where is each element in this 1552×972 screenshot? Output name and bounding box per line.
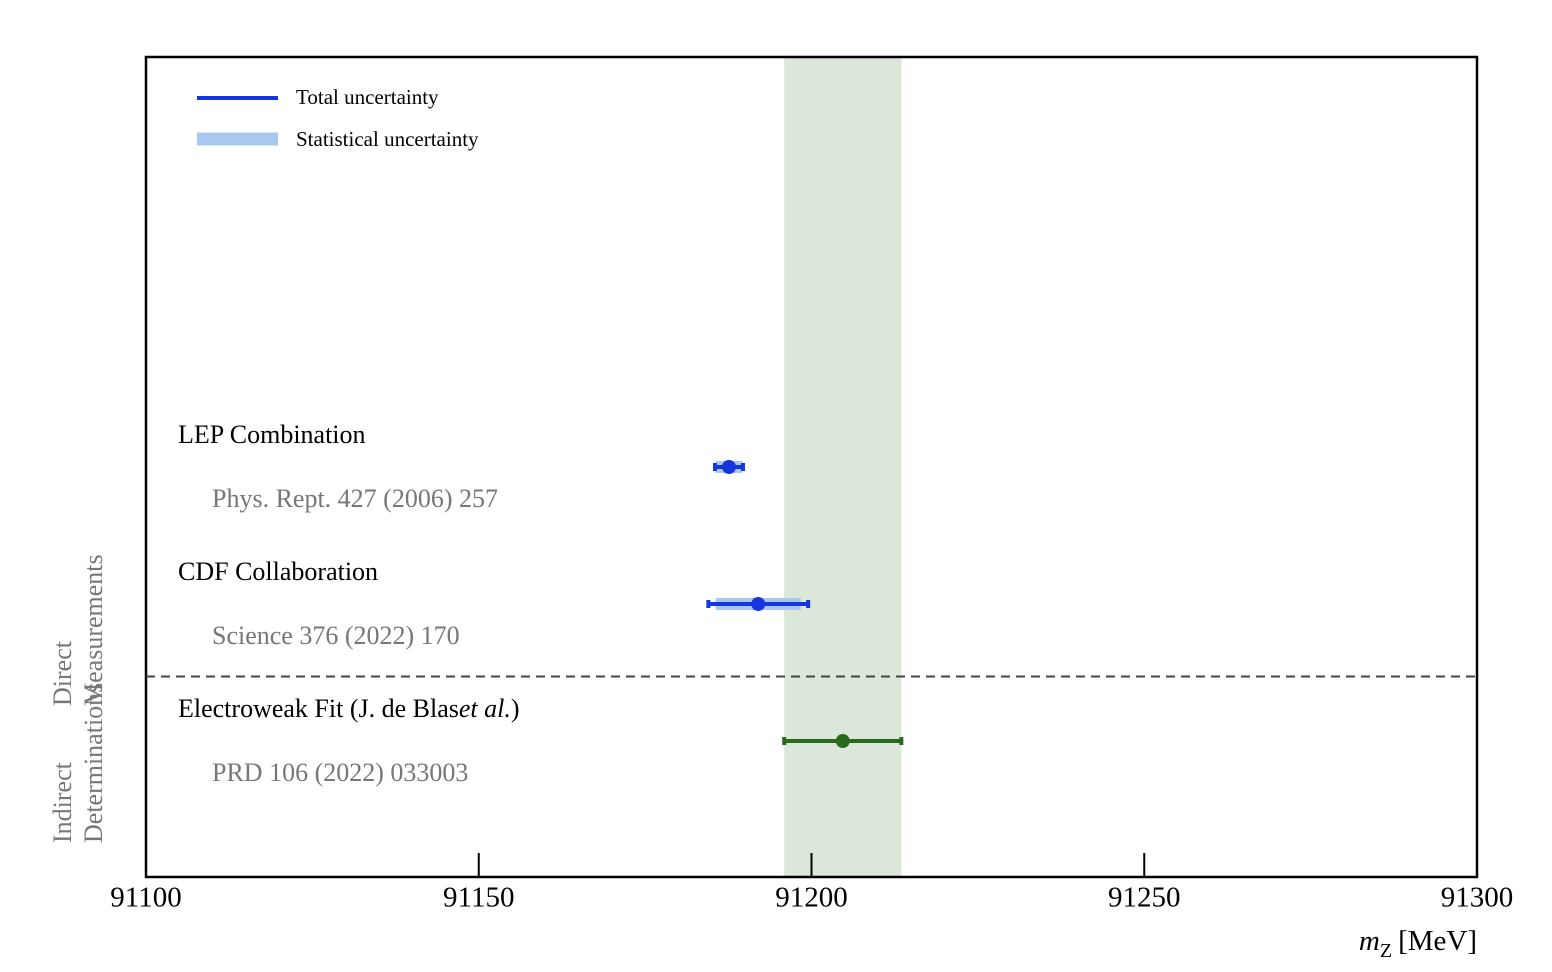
row-label-part: ) — [511, 694, 520, 723]
row-reference: PRD 106 (2022) 033003 — [212, 758, 468, 787]
row-label-part: CDF Collaboration — [178, 557, 378, 586]
point — [835, 734, 850, 748]
x-tick-label: 91250 — [1108, 882, 1181, 914]
row-label: LEP Combination — [178, 420, 366, 449]
row-reference: Phys. Rept. 427 (2006) 257 — [212, 484, 498, 513]
x-axis-label: mZ [MeV] — [1359, 925, 1477, 962]
group-label: Measurements — [79, 554, 108, 706]
x-tick-label: 91200 — [775, 882, 848, 914]
row-label-part: LEP Combination — [178, 420, 366, 449]
row-label-part: et al. — [459, 694, 511, 723]
group-label: Indirect — [48, 761, 77, 843]
group-label: Determinations — [79, 683, 108, 843]
x-label-unit: [MeV] — [1398, 925, 1477, 957]
x-label-subscript: Z — [1380, 940, 1392, 962]
legend-stat-label: Statistical uncertainty — [296, 127, 479, 151]
band-layer — [784, 57, 902, 877]
point — [721, 460, 736, 474]
group-label: Direct — [48, 640, 77, 706]
legend-total-label: Total uncertainty — [296, 85, 439, 109]
point — [751, 597, 766, 611]
x-tick-label: 91300 — [1441, 882, 1514, 914]
x-label-symbol: m — [1359, 925, 1380, 957]
row-label: Electroweak Fit (J. de Blaset al.) — [178, 694, 520, 723]
x-tick-label: 91150 — [443, 882, 514, 914]
row-label: CDF Collaboration — [178, 557, 378, 586]
x-tick-label: 91100 — [110, 882, 181, 914]
row-reference: Science 376 (2022) 170 — [212, 621, 460, 650]
row-label-part: Electroweak Fit (J. de Blas — [178, 694, 459, 723]
fit-band — [784, 57, 902, 877]
